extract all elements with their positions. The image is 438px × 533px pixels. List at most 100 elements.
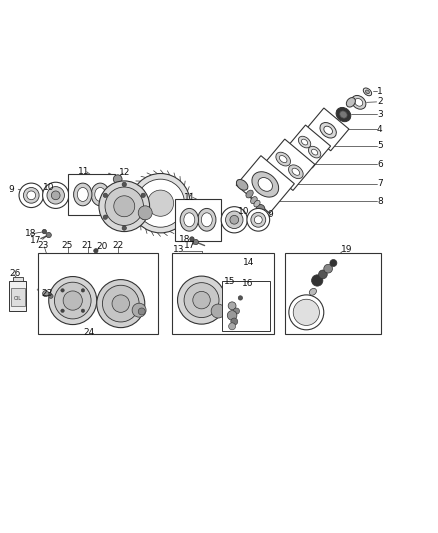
Circle shape — [230, 215, 239, 224]
Text: 4: 4 — [377, 125, 383, 134]
Ellipse shape — [308, 146, 321, 158]
Text: 24: 24 — [84, 328, 95, 337]
Text: 10: 10 — [42, 182, 54, 191]
Text: 2: 2 — [377, 98, 383, 107]
Bar — [11, 288, 25, 306]
Text: 3: 3 — [377, 110, 383, 119]
Ellipse shape — [340, 111, 347, 118]
Circle shape — [227, 311, 237, 320]
Circle shape — [131, 174, 190, 233]
Circle shape — [177, 276, 226, 324]
Circle shape — [318, 270, 327, 279]
Circle shape — [122, 182, 127, 187]
Text: 16: 16 — [242, 279, 254, 288]
Circle shape — [190, 237, 194, 241]
Bar — [68, 174, 115, 215]
Ellipse shape — [336, 108, 351, 122]
Text: 15: 15 — [224, 277, 236, 286]
Text: 11: 11 — [184, 193, 196, 202]
Circle shape — [46, 232, 51, 238]
Text: 10: 10 — [238, 207, 249, 216]
Circle shape — [141, 215, 145, 220]
Ellipse shape — [276, 152, 290, 166]
Text: 14: 14 — [244, 257, 255, 266]
Text: 8: 8 — [377, 197, 383, 206]
Circle shape — [47, 187, 64, 204]
Bar — [38, 253, 158, 334]
Text: OIL: OIL — [14, 296, 22, 301]
Ellipse shape — [237, 180, 248, 190]
Circle shape — [311, 275, 323, 286]
Circle shape — [226, 211, 243, 229]
Text: 20: 20 — [97, 242, 108, 251]
Ellipse shape — [198, 208, 216, 231]
Circle shape — [229, 323, 236, 330]
Ellipse shape — [355, 99, 363, 106]
Text: 7: 7 — [377, 179, 383, 188]
Circle shape — [103, 215, 108, 220]
Circle shape — [102, 285, 139, 322]
Circle shape — [113, 175, 122, 183]
Circle shape — [49, 294, 53, 298]
Text: 22: 22 — [112, 241, 123, 250]
Text: 19: 19 — [341, 245, 353, 254]
Circle shape — [114, 196, 135, 217]
Circle shape — [184, 282, 219, 318]
Circle shape — [247, 208, 270, 231]
Circle shape — [63, 291, 82, 310]
Circle shape — [228, 302, 236, 310]
Circle shape — [324, 264, 332, 273]
Ellipse shape — [363, 88, 371, 96]
Circle shape — [211, 304, 225, 318]
Circle shape — [193, 292, 210, 309]
Text: 5: 5 — [377, 141, 383, 150]
Ellipse shape — [251, 197, 257, 204]
Ellipse shape — [91, 183, 110, 206]
Ellipse shape — [246, 190, 253, 198]
Circle shape — [81, 309, 85, 312]
Ellipse shape — [74, 183, 92, 206]
Text: 18: 18 — [179, 235, 191, 244]
Circle shape — [103, 193, 108, 198]
Circle shape — [231, 318, 238, 325]
Bar — [13, 277, 22, 281]
Circle shape — [27, 191, 35, 200]
Circle shape — [54, 282, 91, 319]
Circle shape — [193, 239, 198, 245]
Bar — [10, 281, 26, 311]
Text: 11: 11 — [78, 167, 90, 176]
Text: 23: 23 — [41, 289, 52, 298]
Text: 25: 25 — [62, 241, 73, 250]
Circle shape — [137, 179, 184, 227]
Circle shape — [23, 188, 39, 203]
Circle shape — [251, 212, 266, 227]
Circle shape — [238, 296, 243, 300]
Circle shape — [49, 277, 97, 325]
Ellipse shape — [254, 200, 260, 207]
Ellipse shape — [258, 177, 272, 191]
Text: 26: 26 — [10, 269, 21, 278]
Text: 17: 17 — [30, 236, 42, 245]
Ellipse shape — [365, 90, 369, 94]
Circle shape — [42, 182, 69, 208]
Ellipse shape — [184, 213, 195, 227]
Circle shape — [141, 193, 145, 198]
Ellipse shape — [201, 213, 212, 227]
Text: 9: 9 — [9, 185, 14, 193]
Circle shape — [138, 206, 152, 220]
Ellipse shape — [298, 136, 311, 148]
Ellipse shape — [78, 188, 88, 201]
Circle shape — [122, 226, 127, 230]
Ellipse shape — [311, 149, 318, 155]
Text: 12: 12 — [120, 168, 131, 177]
Ellipse shape — [320, 123, 336, 138]
Ellipse shape — [292, 168, 300, 175]
Text: 21: 21 — [81, 241, 93, 250]
Text: 9: 9 — [267, 211, 273, 220]
Ellipse shape — [301, 139, 307, 145]
Text: 17: 17 — [184, 241, 196, 250]
Polygon shape — [306, 108, 349, 151]
Polygon shape — [236, 156, 294, 213]
Circle shape — [99, 181, 150, 231]
Ellipse shape — [309, 288, 317, 295]
